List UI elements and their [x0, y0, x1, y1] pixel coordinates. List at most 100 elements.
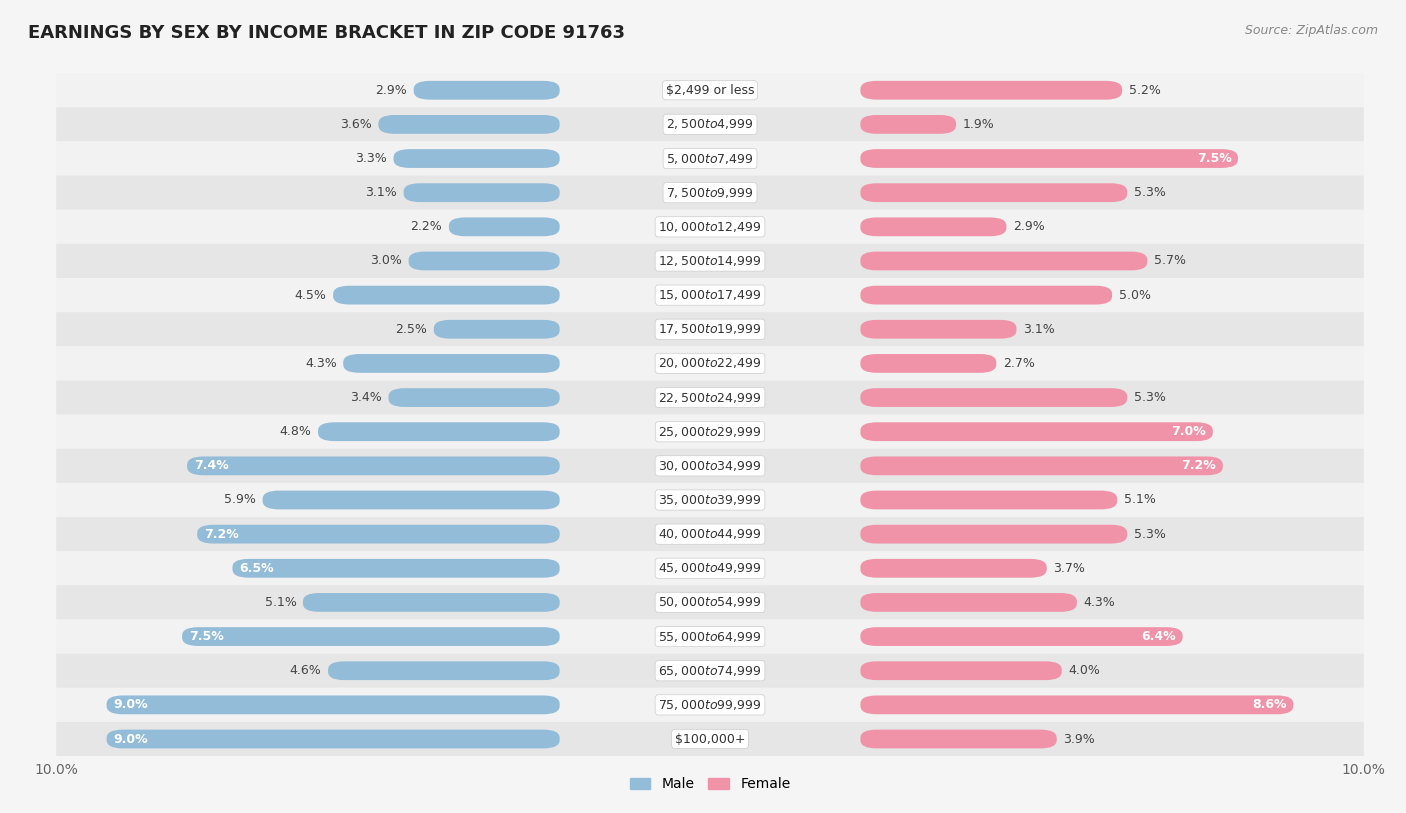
FancyBboxPatch shape: [860, 695, 1294, 715]
Text: EARNINGS BY SEX BY INCOME BRACKET IN ZIP CODE 91763: EARNINGS BY SEX BY INCOME BRACKET IN ZIP…: [28, 24, 626, 42]
FancyBboxPatch shape: [56, 176, 1364, 210]
Text: 7.0%: 7.0%: [1171, 425, 1206, 438]
Text: 3.7%: 3.7%: [1053, 562, 1085, 575]
Text: $20,000 to $22,499: $20,000 to $22,499: [658, 356, 762, 371]
Text: 9.0%: 9.0%: [112, 733, 148, 746]
Text: 7.2%: 7.2%: [204, 528, 239, 541]
Text: 6.5%: 6.5%: [239, 562, 274, 575]
Text: 5.0%: 5.0%: [1119, 289, 1150, 302]
Text: 4.8%: 4.8%: [280, 425, 312, 438]
FancyBboxPatch shape: [107, 729, 560, 749]
Text: 5.9%: 5.9%: [224, 493, 256, 506]
Text: Source: ZipAtlas.com: Source: ZipAtlas.com: [1244, 24, 1378, 37]
Text: $65,000 to $74,999: $65,000 to $74,999: [658, 663, 762, 678]
FancyBboxPatch shape: [183, 627, 560, 646]
FancyBboxPatch shape: [56, 688, 1364, 722]
Text: 2.2%: 2.2%: [411, 220, 443, 233]
FancyBboxPatch shape: [56, 107, 1364, 141]
FancyBboxPatch shape: [232, 559, 560, 578]
FancyBboxPatch shape: [449, 217, 560, 237]
FancyBboxPatch shape: [860, 251, 1147, 271]
FancyBboxPatch shape: [56, 346, 1364, 380]
FancyBboxPatch shape: [333, 285, 560, 305]
Text: $10,000 to $12,499: $10,000 to $12,499: [658, 220, 762, 234]
Text: 5.3%: 5.3%: [1133, 186, 1166, 199]
FancyBboxPatch shape: [434, 320, 560, 339]
Text: 2.7%: 2.7%: [1002, 357, 1035, 370]
Text: 5.3%: 5.3%: [1133, 528, 1166, 541]
FancyBboxPatch shape: [860, 354, 997, 373]
FancyBboxPatch shape: [56, 483, 1364, 517]
Text: 5.7%: 5.7%: [1154, 254, 1185, 267]
FancyBboxPatch shape: [56, 415, 1364, 449]
Text: $7,500 to $9,999: $7,500 to $9,999: [666, 185, 754, 200]
FancyBboxPatch shape: [343, 354, 560, 373]
Text: 5.2%: 5.2%: [1129, 84, 1160, 97]
FancyBboxPatch shape: [56, 141, 1364, 176]
Text: 4.0%: 4.0%: [1069, 664, 1099, 677]
FancyBboxPatch shape: [388, 388, 560, 407]
FancyBboxPatch shape: [860, 490, 1118, 510]
FancyBboxPatch shape: [56, 73, 1364, 107]
FancyBboxPatch shape: [860, 388, 1128, 407]
FancyBboxPatch shape: [56, 620, 1364, 654]
FancyBboxPatch shape: [394, 149, 560, 168]
FancyBboxPatch shape: [263, 490, 560, 510]
FancyBboxPatch shape: [409, 251, 560, 271]
Text: 7.2%: 7.2%: [1181, 459, 1216, 472]
Text: $2,500 to $4,999: $2,500 to $4,999: [666, 117, 754, 132]
Text: 8.6%: 8.6%: [1253, 698, 1286, 711]
Text: 4.3%: 4.3%: [1084, 596, 1115, 609]
Text: 5.1%: 5.1%: [1123, 493, 1156, 506]
FancyBboxPatch shape: [860, 149, 1237, 168]
FancyBboxPatch shape: [413, 80, 560, 100]
Text: 4.3%: 4.3%: [305, 357, 336, 370]
Legend: Male, Female: Male, Female: [624, 772, 796, 797]
Text: 3.1%: 3.1%: [1024, 323, 1054, 336]
Text: $75,000 to $99,999: $75,000 to $99,999: [658, 698, 762, 712]
Text: 4.5%: 4.5%: [295, 289, 326, 302]
Text: $35,000 to $39,999: $35,000 to $39,999: [658, 493, 762, 507]
Text: 3.1%: 3.1%: [366, 186, 396, 199]
FancyBboxPatch shape: [860, 559, 1046, 578]
Text: 9.0%: 9.0%: [112, 698, 148, 711]
Text: $15,000 to $17,499: $15,000 to $17,499: [658, 288, 762, 302]
FancyBboxPatch shape: [860, 422, 1213, 441]
Text: $17,500 to $19,999: $17,500 to $19,999: [658, 322, 762, 337]
Text: 4.6%: 4.6%: [290, 664, 322, 677]
Text: $30,000 to $34,999: $30,000 to $34,999: [658, 459, 762, 473]
FancyBboxPatch shape: [318, 422, 560, 441]
Text: $50,000 to $54,999: $50,000 to $54,999: [658, 595, 762, 610]
Text: $25,000 to $29,999: $25,000 to $29,999: [658, 424, 762, 439]
Text: $45,000 to $49,999: $45,000 to $49,999: [658, 561, 762, 576]
Text: $55,000 to $64,999: $55,000 to $64,999: [658, 629, 762, 644]
FancyBboxPatch shape: [860, 320, 1017, 339]
Text: 7.5%: 7.5%: [188, 630, 224, 643]
Text: $5,000 to $7,499: $5,000 to $7,499: [666, 151, 754, 166]
Text: $100,000+: $100,000+: [675, 733, 745, 746]
FancyBboxPatch shape: [378, 115, 560, 134]
FancyBboxPatch shape: [56, 312, 1364, 346]
FancyBboxPatch shape: [860, 729, 1057, 749]
FancyBboxPatch shape: [56, 210, 1364, 244]
FancyBboxPatch shape: [328, 661, 560, 680]
FancyBboxPatch shape: [56, 278, 1364, 312]
FancyBboxPatch shape: [56, 517, 1364, 551]
Text: 2.9%: 2.9%: [375, 84, 408, 97]
FancyBboxPatch shape: [860, 593, 1077, 612]
Text: $12,500 to $14,999: $12,500 to $14,999: [658, 254, 762, 268]
FancyBboxPatch shape: [56, 551, 1364, 585]
Text: 3.4%: 3.4%: [350, 391, 382, 404]
FancyBboxPatch shape: [302, 593, 560, 612]
Text: 1.9%: 1.9%: [963, 118, 994, 131]
Text: 5.1%: 5.1%: [264, 596, 297, 609]
Text: 5.3%: 5.3%: [1133, 391, 1166, 404]
FancyBboxPatch shape: [197, 524, 560, 544]
FancyBboxPatch shape: [860, 661, 1062, 680]
Text: 3.3%: 3.3%: [356, 152, 387, 165]
FancyBboxPatch shape: [860, 80, 1122, 100]
Text: 3.0%: 3.0%: [370, 254, 402, 267]
Text: 6.4%: 6.4%: [1142, 630, 1175, 643]
FancyBboxPatch shape: [404, 183, 560, 202]
Text: 7.5%: 7.5%: [1197, 152, 1232, 165]
